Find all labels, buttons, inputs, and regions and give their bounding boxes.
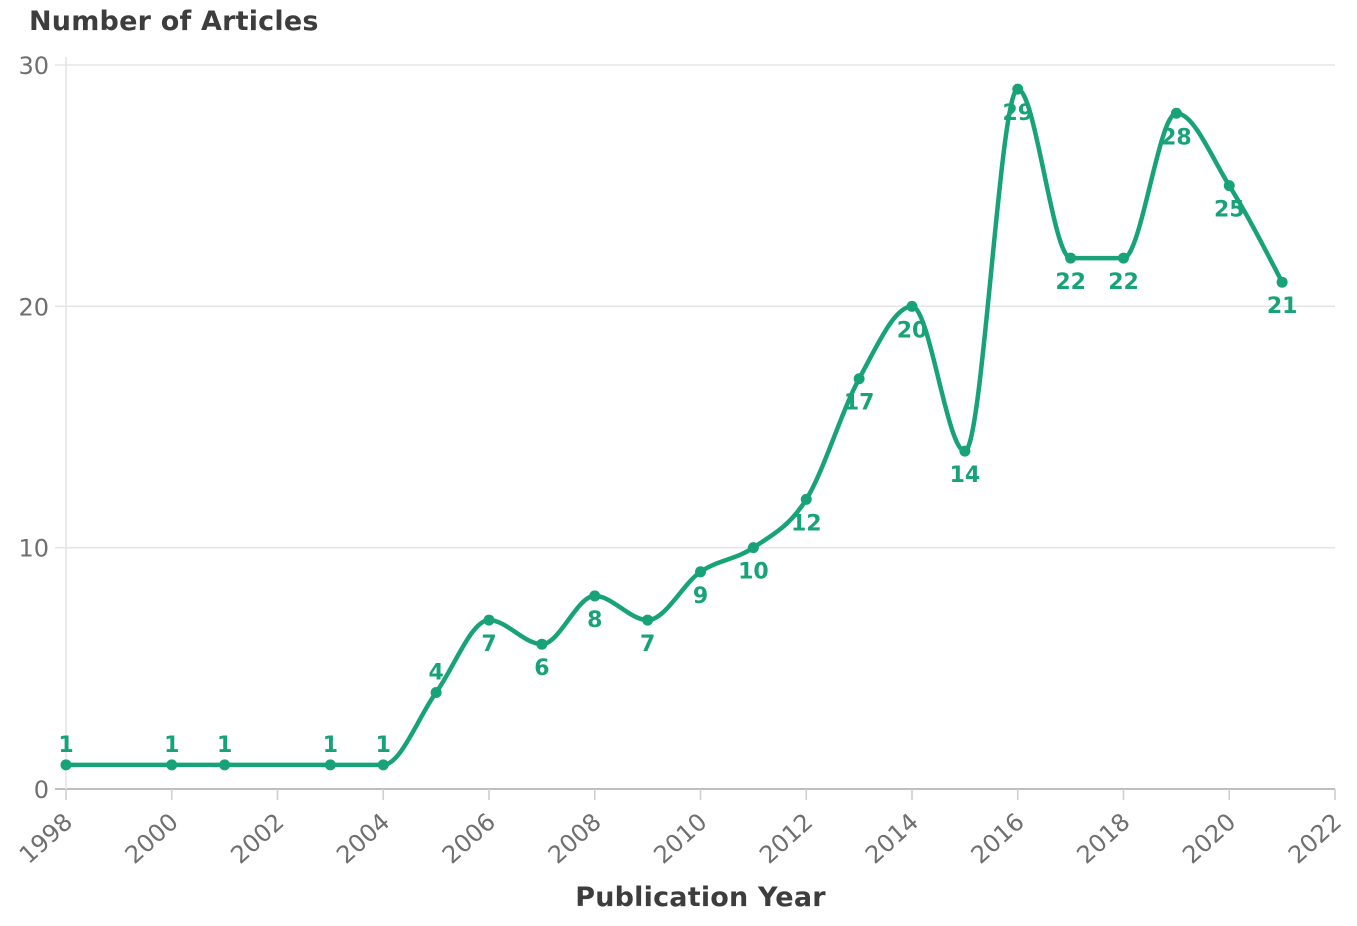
data-point-marker xyxy=(483,614,495,626)
data-point-marker xyxy=(906,300,918,312)
data-point-marker xyxy=(1012,83,1024,95)
data-point-label: 29 xyxy=(1002,101,1033,126)
x-tick-label-group: 2016 xyxy=(966,808,1030,870)
y-tick-label: 10 xyxy=(18,535,49,563)
x-tick-label: 2000 xyxy=(120,808,184,870)
x-tick-label-group: 2020 xyxy=(1177,808,1241,870)
data-point-marker xyxy=(1065,252,1077,264)
x-tick-label-group: 2008 xyxy=(543,808,607,870)
data-point-label: 1 xyxy=(58,733,73,758)
data-point-marker xyxy=(1223,180,1235,192)
data-point-label: 7 xyxy=(640,632,655,657)
data-point-label: 12 xyxy=(791,511,822,536)
x-tick-label: 2020 xyxy=(1177,808,1241,870)
data-point-marker xyxy=(166,759,178,771)
data-point-label: 6 xyxy=(534,656,549,681)
x-tick-label-group: 2018 xyxy=(1071,808,1135,870)
data-point-marker xyxy=(800,493,812,505)
data-point-marker xyxy=(695,566,706,578)
data-point-label: 1 xyxy=(164,733,179,758)
x-tick-label-group: 1998 xyxy=(14,808,78,870)
data-point-label: 9 xyxy=(693,584,708,609)
x-tick-label-group: 2004 xyxy=(331,808,395,870)
x-tick-label-group: 2012 xyxy=(754,808,818,870)
data-point-marker xyxy=(1170,107,1182,119)
x-tick-label: 2002 xyxy=(225,808,289,870)
x-tick-label-group: 2014 xyxy=(860,808,924,870)
x-tick-label-group: 2002 xyxy=(225,808,289,870)
data-point-marker xyxy=(536,638,548,650)
x-tick-label: 2018 xyxy=(1071,808,1135,870)
data-point-marker xyxy=(1118,252,1129,264)
data-point-marker xyxy=(377,759,389,771)
y-tick-label: 0 xyxy=(34,776,49,804)
x-tick-label-group: 2000 xyxy=(120,808,184,870)
y-tick-label: 20 xyxy=(18,293,49,321)
x-tick-label: 2014 xyxy=(860,808,924,870)
data-point-label: 8 xyxy=(587,608,602,633)
x-tick-label: 2008 xyxy=(543,808,607,870)
data-point-marker xyxy=(589,590,601,602)
data-point-label: 22 xyxy=(1108,270,1139,295)
x-tick-label-group: 2022 xyxy=(1283,808,1347,870)
data-point-label: 21 xyxy=(1267,294,1298,319)
data-point-marker xyxy=(959,445,971,457)
data-line xyxy=(63,86,1285,768)
x-tick-label: 2012 xyxy=(754,808,818,870)
x-tick-label: 2006 xyxy=(437,808,501,870)
chart-title: Number of Articles xyxy=(29,6,319,37)
data-point-marker xyxy=(642,614,654,626)
x-axis-title: Publication Year xyxy=(575,882,826,913)
x-tick-label: 2010 xyxy=(648,808,712,870)
data-point-label: 4 xyxy=(428,660,443,685)
data-point-marker xyxy=(219,759,231,771)
x-tick-label-group: 2010 xyxy=(648,808,712,870)
data-point-marker xyxy=(747,542,759,554)
x-tick-label: 2004 xyxy=(331,808,395,870)
data-point-label: 22 xyxy=(1055,270,1086,295)
data-point-marker xyxy=(1276,276,1288,288)
data-point-marker xyxy=(853,373,865,385)
data-point-label: 7 xyxy=(481,632,496,657)
data-point-label: 14 xyxy=(950,463,981,488)
data-point-label: 20 xyxy=(897,318,928,343)
data-point-label: 17 xyxy=(844,391,875,416)
y-tick-label: 30 xyxy=(18,52,49,80)
data-point-label: 25 xyxy=(1214,198,1245,223)
data-point-label: 1 xyxy=(217,733,232,758)
x-tick-label: 2022 xyxy=(1283,808,1347,870)
x-tick-label-group: 2006 xyxy=(437,808,501,870)
data-point-label: 1 xyxy=(376,733,391,758)
data-point-marker xyxy=(324,759,336,771)
data-point-marker xyxy=(430,686,442,698)
data-point-label: 10 xyxy=(738,560,769,585)
data-point-label: 1 xyxy=(323,733,338,758)
x-tick-label: 1998 xyxy=(14,808,78,870)
data-point-label: 28 xyxy=(1161,125,1192,150)
x-tick-label: 2016 xyxy=(966,808,1030,870)
data-point-marker xyxy=(60,759,72,771)
